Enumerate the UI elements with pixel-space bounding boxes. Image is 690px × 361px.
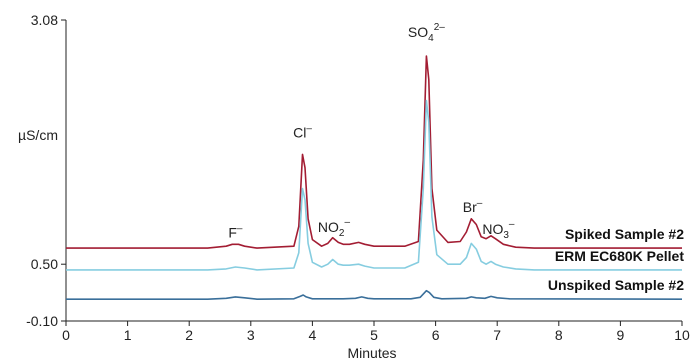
- peak-ion-charge: 2–: [434, 22, 446, 33]
- peak-labels: F–Cl–NO2–SO42–Br–NO3–: [228, 22, 515, 241]
- peak-ion-name: NO: [318, 219, 339, 235]
- axes: 0 1 2 3 4 5 6 7 8 9 10 3.08 0.50 -0.10: [26, 12, 690, 343]
- x-tick-label: 1: [124, 327, 132, 343]
- x-tick-label: 7: [493, 327, 501, 343]
- peak-label-6: NO3–: [482, 219, 515, 241]
- peak-ion-name: Cl: [293, 124, 306, 140]
- peak-ion-charge: –: [237, 224, 243, 235]
- x-tick-label: 6: [432, 327, 440, 343]
- peak-ion-name: Br: [463, 199, 477, 215]
- peak-ion-subscript: 2: [339, 228, 345, 239]
- traces: [66, 55, 683, 300]
- peak-label-4: SO42–: [408, 22, 445, 44]
- peak-ion-name: SO: [408, 24, 428, 40]
- peak-ion-name: NO: [482, 221, 503, 237]
- series-line-1: [66, 55, 682, 249]
- x-axis-title: Minutes: [347, 345, 396, 361]
- peak-ion-charge: –: [509, 219, 515, 230]
- y-tick-label: -0.10: [26, 313, 58, 329]
- peak-label-2: Cl–: [293, 123, 312, 140]
- series-line-2: [66, 99, 682, 271]
- x-tick-label: 5: [370, 327, 378, 343]
- peak-ion-name: F: [228, 225, 237, 241]
- peak-ion-charge: –: [306, 123, 312, 134]
- peak-ion-subscript: 3: [503, 230, 509, 241]
- x-tick-label: 3: [247, 327, 255, 343]
- x-tick-label: 0: [62, 327, 70, 343]
- series-labels: Spiked Sample #2 ERM EC680K Pellet Unspike…: [548, 226, 684, 293]
- series-label-2: ERM EC680K Pellet: [555, 248, 684, 264]
- peak-ion-subscript: 4: [428, 33, 434, 44]
- x-tick-label: 8: [555, 327, 563, 343]
- x-tick-label: 9: [617, 327, 625, 343]
- y-tick-label: 0.50: [31, 256, 58, 272]
- series-label-3: Unspiked Sample #2: [548, 277, 684, 293]
- y-axis-title: µS/cm: [18, 127, 58, 143]
- peak-label-5: Br–: [463, 198, 483, 215]
- peak-label-3: NO2–: [318, 217, 351, 239]
- peak-label-1: F–: [228, 224, 243, 241]
- series-label-1: Spiked Sample #2: [565, 226, 684, 242]
- x-tick-label: 4: [309, 327, 317, 343]
- y-tick-label: 3.08: [31, 12, 58, 28]
- x-tick-label: 2: [185, 327, 193, 343]
- x-tick-label: 10: [674, 327, 690, 343]
- peak-ion-charge: –: [477, 198, 483, 209]
- peak-ion-charge: –: [344, 217, 350, 228]
- series-line-3: [66, 289, 683, 300]
